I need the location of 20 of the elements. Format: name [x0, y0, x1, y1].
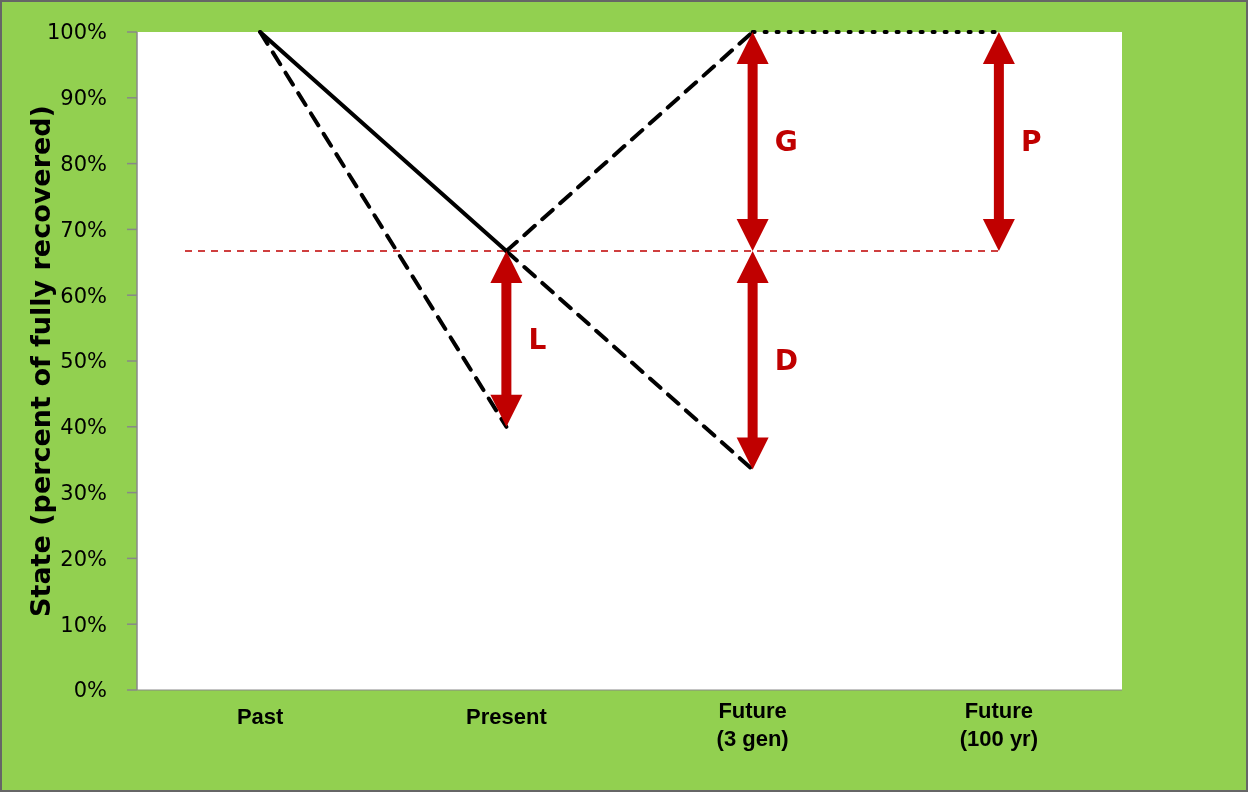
annotation: P	[1020, 125, 1042, 159]
y-tick-label: 30%	[60, 480, 107, 505]
y-tick-label: 60%	[60, 283, 107, 308]
x-tick-label: Future (3 gen)	[716, 698, 789, 751]
y-tick-label: 40%	[60, 415, 107, 440]
y-tick-label: 50%	[60, 349, 107, 374]
y-tick-label: 0%	[73, 678, 107, 703]
y-tick-label: 80%	[60, 151, 107, 176]
x-tick-label: Present	[466, 704, 548, 729]
x-tick-label: Past	[236, 704, 285, 729]
x-tick-label: Future (100 yr)	[959, 698, 1039, 751]
y-tick-label: 100%	[46, 20, 107, 45]
annotation: G	[774, 125, 798, 159]
annotation: D	[774, 344, 798, 378]
y-tick-label: 20%	[60, 546, 107, 571]
y-axis-title: State (percent of fully recovered)	[25, 105, 56, 617]
annotation: L	[528, 322, 547, 356]
y-tick-label: 10%	[60, 612, 107, 637]
y-tick-label: 70%	[60, 217, 107, 242]
y-tick-label: 90%	[60, 86, 107, 111]
